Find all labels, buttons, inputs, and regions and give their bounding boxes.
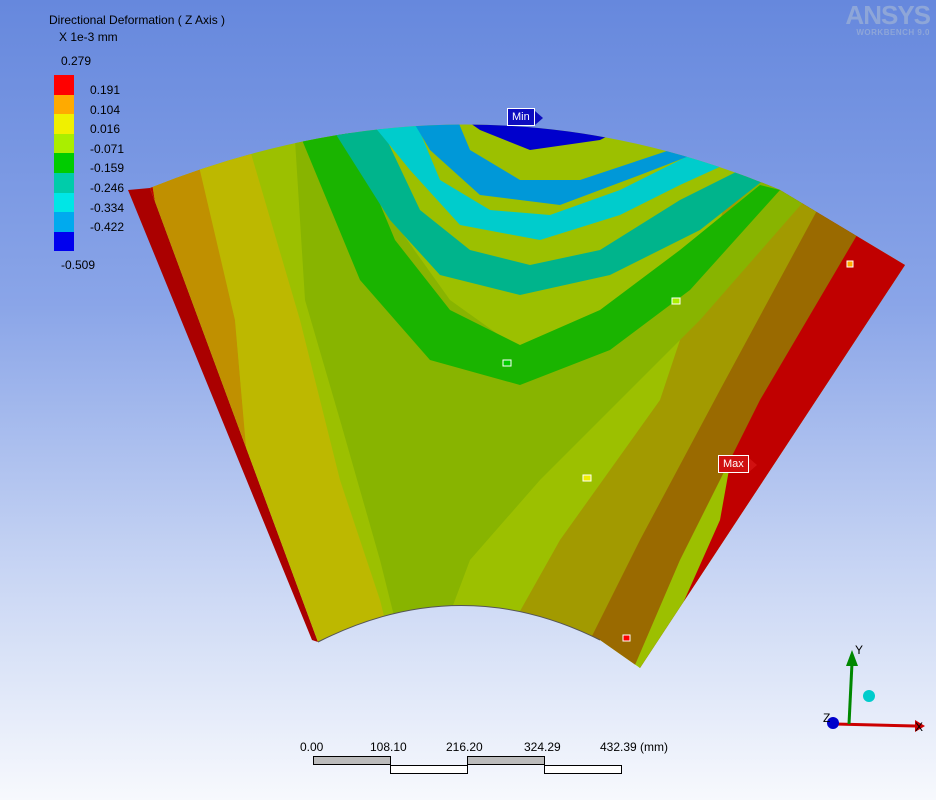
x-axis-arrow-icon [915,720,925,732]
legend-title: Directional Deformation ( Z Axis ) [49,13,226,27]
legend-swatch [54,153,74,173]
legend-swatch [54,192,74,213]
legend-swatch [54,133,74,154]
y-axis-arrow-icon [846,650,858,666]
y-axis-icon [847,662,854,725]
axis-triad: X Y Z [823,643,925,734]
model-top-face [150,124,905,669]
legend-tick-label: -0.422 [90,220,125,235]
max-probe-label[interactable]: Max [718,455,757,473]
legend-tick-label: -0.246 [90,180,125,195]
legend-swatch [54,212,74,232]
z-axis-label: Z [823,711,830,725]
scale-segment [467,756,545,765]
scale-tick-label: 108.10 [370,740,407,754]
result-legend: Directional Deformation ( Z Axis ) X 1e-… [0,0,270,290]
legend-units: X 1e-3 mm [59,30,118,44]
legend-swatch [54,172,74,193]
x-axis-label: X [915,720,923,734]
scale-bar: 0.00 108.10 216.20 324.29 432.39 (mm) [300,740,700,790]
probe-marker[interactable] [622,634,631,642]
ansys-logo: ANSYS WORKBENCH 9.0 [845,0,931,37]
legend-swatch [54,94,74,115]
scale-tick-label: 216.20 [446,740,483,754]
min-probe-label[interactable]: Min [507,108,543,126]
model-left-face [128,188,318,642]
scale-segment [313,756,391,765]
scale-tick-label: 432.39 (mm) [600,740,669,754]
legend-min-value: -0.509 [61,258,96,272]
probe-marker[interactable] [846,260,854,268]
logo-name: ANSYS [845,0,931,30]
x-axis-icon [834,722,916,728]
z-axis-icon [827,717,839,729]
y-axis-label: Y [855,643,863,657]
scale-segment [544,765,622,774]
logo-product: WORKBENCH 9.0 [856,28,930,37]
probe-marker[interactable] [582,474,592,482]
legend-tick-label: -0.159 [90,161,125,176]
probe-marker[interactable] [671,297,681,305]
scale-tick-label: 324.29 [524,740,561,754]
legend-tick-label: 0.104 [90,102,121,117]
isometric-view-icon[interactable] [863,690,875,702]
legend-color-bar [54,75,74,252]
legend-tick-values: 0.191 0.104 0.016 -0.071 -0.159 -0.246 -0.334 -… [90,81,124,238]
legend-swatch [54,75,74,95]
scale-tick-label: 0.00 [300,740,324,754]
probe-marker[interactable] [502,359,512,367]
legend-tick-label: 0.016 [90,122,121,137]
scale-segment [390,765,468,774]
legend-swatch [54,231,74,252]
legend-swatch [54,114,74,134]
legend-tick-label: -0.334 [90,200,125,215]
legend-tick-label: 0.191 [90,83,121,97]
legend-max-value: 0.279 [61,54,92,68]
legend-tick-label: -0.071 [90,141,125,156]
